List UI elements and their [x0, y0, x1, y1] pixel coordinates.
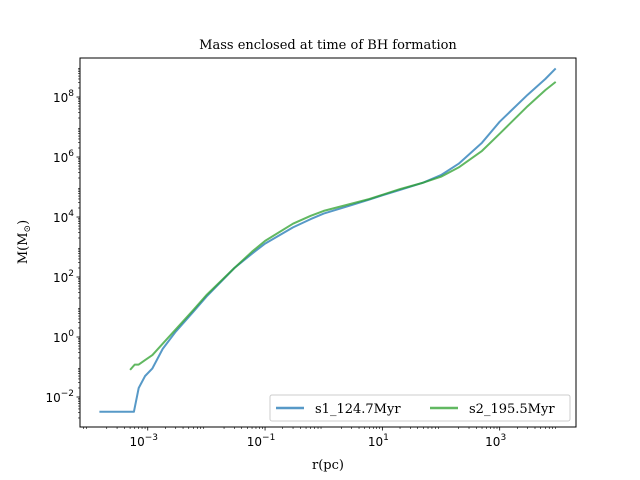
y-axis-label: M(M⊙) — [16, 220, 33, 264]
x-axis-ticks: 10−3 10−1 101 103 — [83, 427, 556, 449]
legend-label-s1: s1_124.7Myr — [315, 402, 401, 417]
y-tick-label: 108 — [53, 89, 74, 105]
y-tick-label: 106 — [53, 149, 74, 165]
x-tick-label: 10−1 — [247, 433, 276, 449]
x-tick-label: 10−3 — [129, 433, 158, 449]
legend-box — [269, 394, 571, 422]
y-tick-label: 100 — [53, 329, 74, 345]
x-axis-label: r(pc) — [312, 458, 344, 473]
y-tick-label: 104 — [53, 209, 74, 225]
series-line-1 — [99, 67, 557, 413]
legend-label-s2: s2_195.5Myr — [469, 402, 555, 417]
y-axis-ticks: 10−2 100 102 104 106 108 — [45, 68, 80, 419]
y-axis-label-main: M(M — [16, 232, 31, 264]
x-tick-label: 101 — [368, 433, 389, 449]
y-tick-label: 102 — [53, 269, 74, 285]
x-tick-label: 103 — [485, 433, 506, 449]
chart-title: Mass enclosed at time of BH formation — [199, 38, 457, 53]
series-line-2 — [129, 81, 557, 371]
y-axis-label-sub: ⊙ — [23, 225, 33, 233]
plot-lines — [99, 67, 557, 413]
y-tick-label: 10−2 — [45, 389, 74, 405]
y-axis-label-close: ) — [16, 220, 31, 225]
legend: s1_124.7Myr s2_195.5Myr — [269, 394, 571, 422]
plot-frame — [79, 57, 577, 428]
